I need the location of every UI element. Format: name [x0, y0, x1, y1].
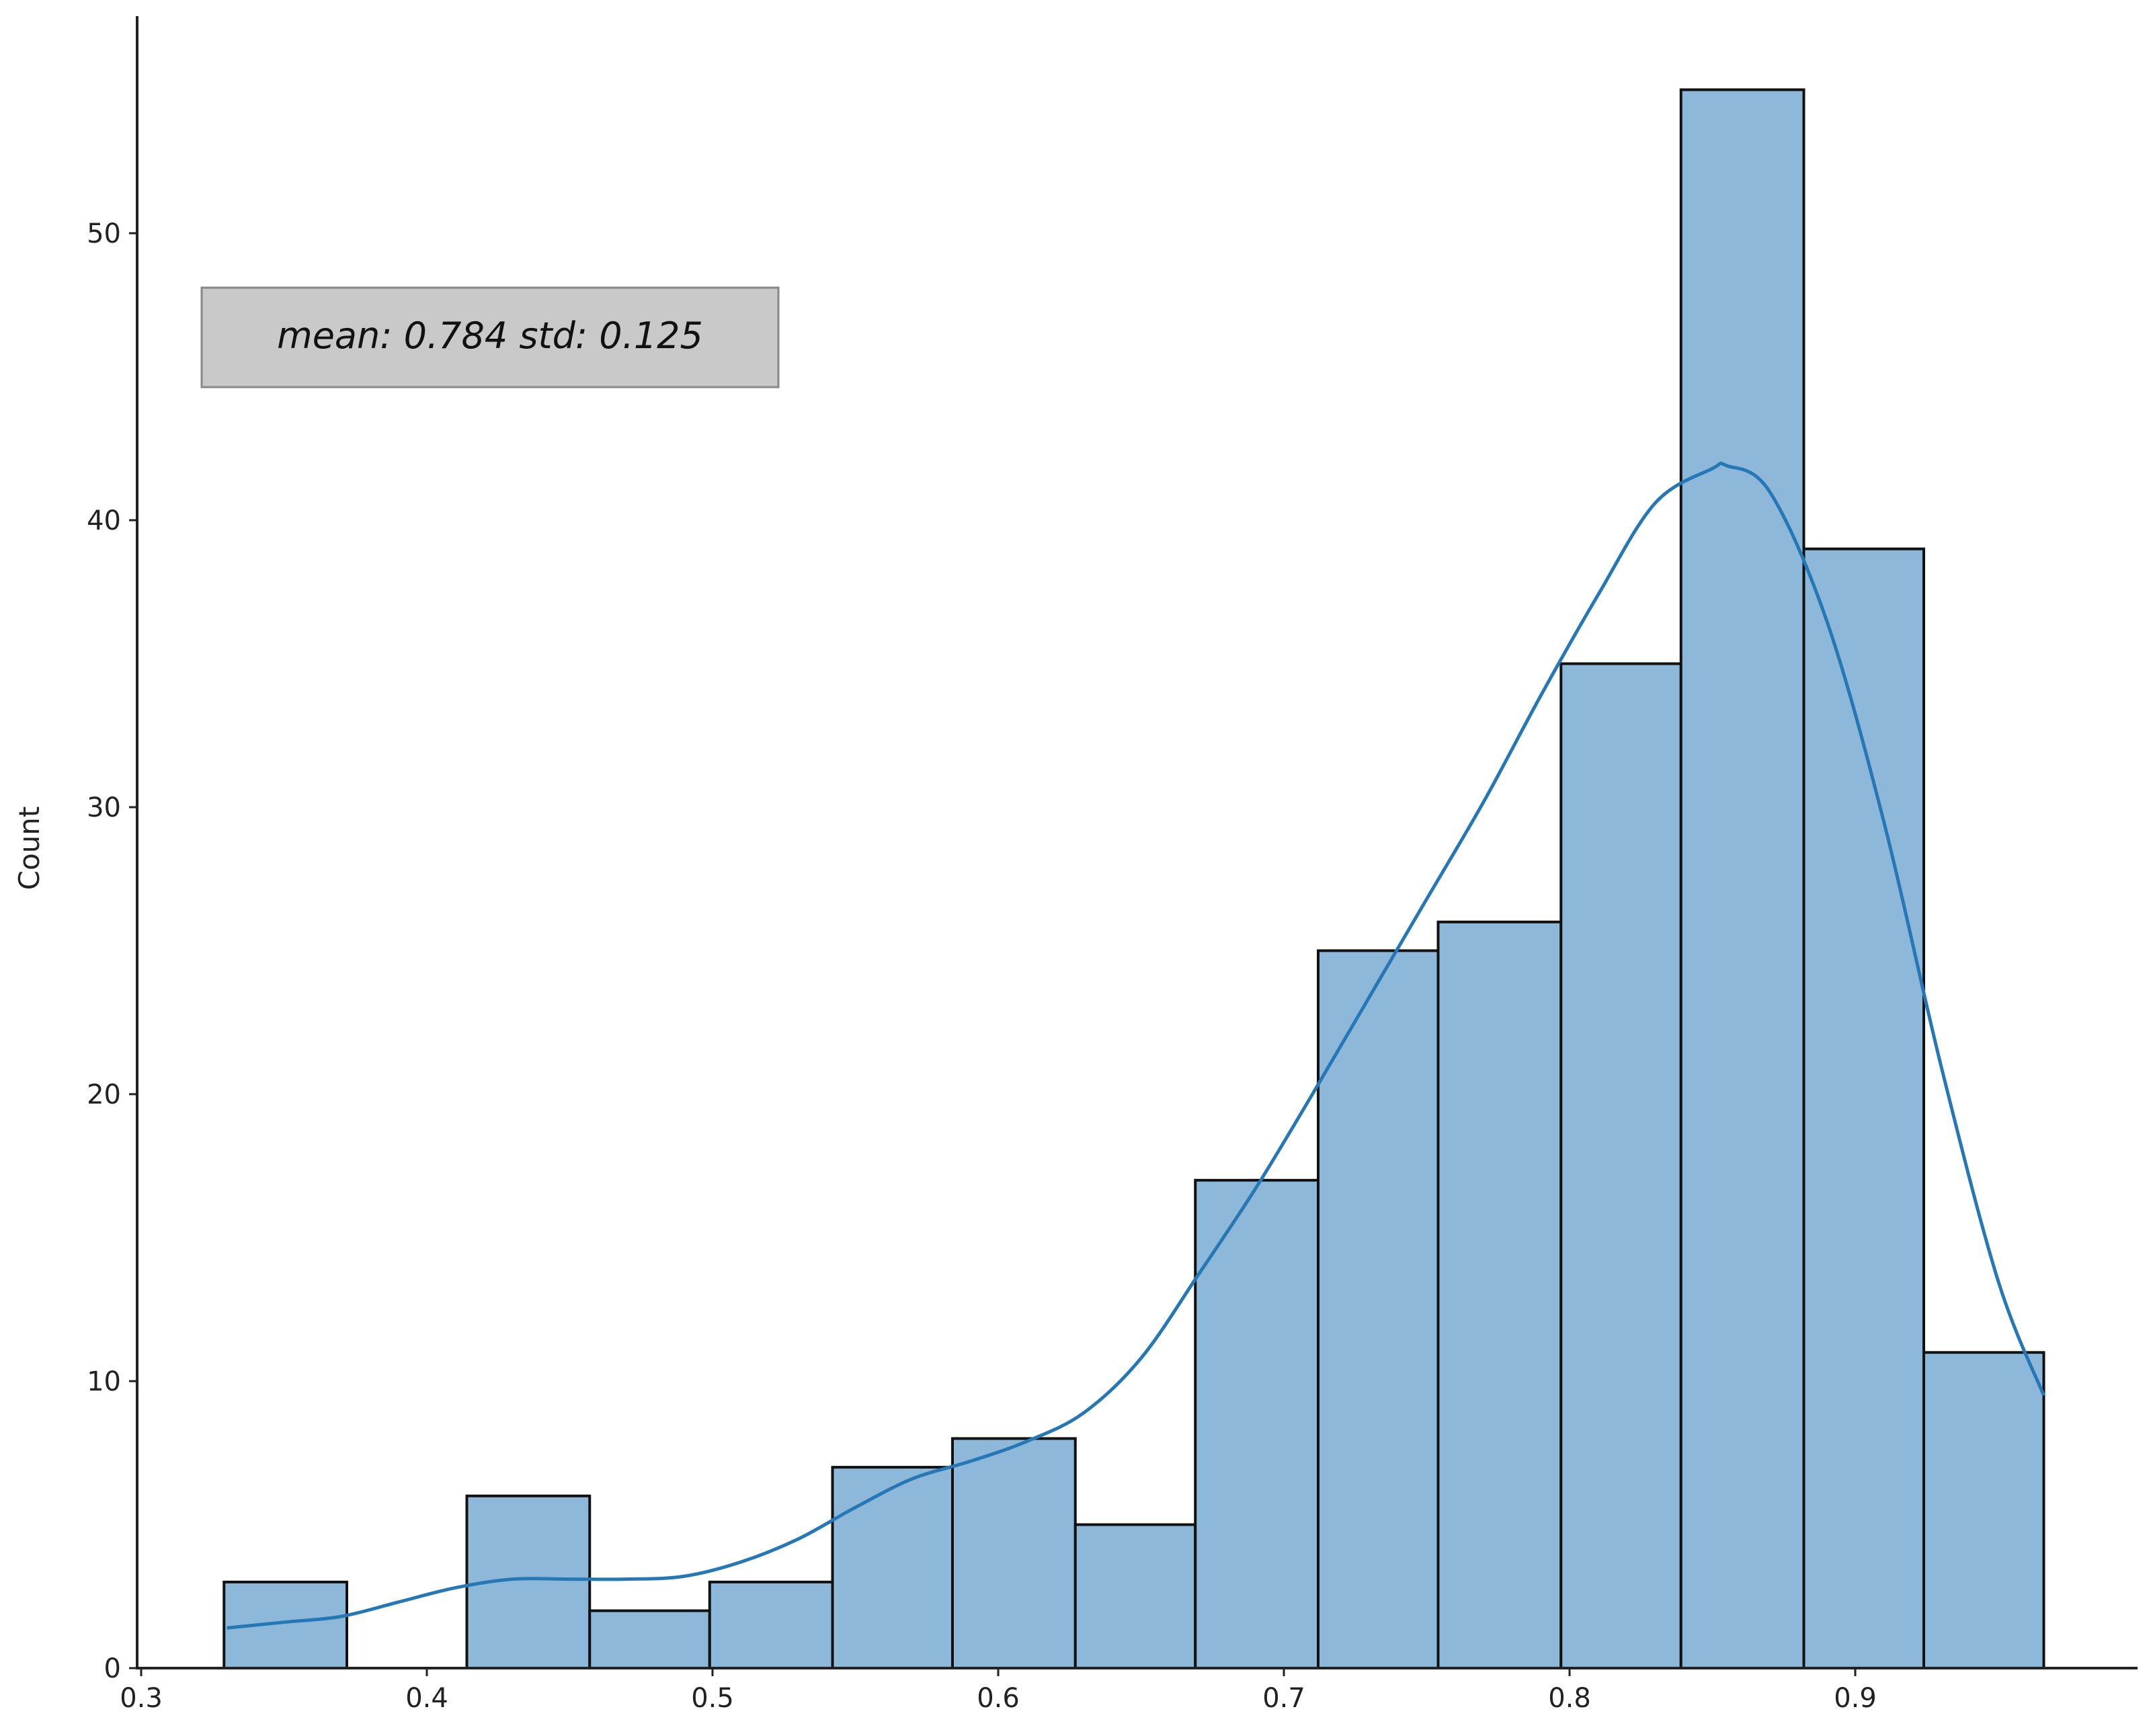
y-tick-label: 20 — [87, 1079, 121, 1110]
y-tick-label: 30 — [87, 792, 121, 823]
y-tick-label: 0 — [104, 1653, 121, 1684]
histogram-bar — [1194, 1179, 1320, 1669]
histogram-bar — [1802, 547, 1925, 1670]
x-tick-label: 0.7 — [1262, 1683, 1305, 1714]
x-tick-label: 0.6 — [977, 1683, 1020, 1714]
x-tick-label: 0.3 — [120, 1683, 163, 1714]
stats-annotation-text: mean: 0.784 std: 0.125 — [277, 315, 703, 357]
histogram-bars — [222, 88, 2045, 1670]
histogram-bar — [951, 1437, 1077, 1669]
stats-annotation-box — [200, 286, 780, 388]
y-axis-title: Count — [13, 807, 46, 891]
histogram-bar — [1559, 662, 1682, 1669]
x-tick-label: 0.8 — [1548, 1683, 1591, 1714]
x-axis-ticks: 0.3 0.4 0.5 0.6 0.7 0.8 0.9 — [120, 1668, 1877, 1714]
x-tick-label: 0.5 — [691, 1683, 734, 1714]
y-tick-label: 10 — [87, 1366, 121, 1397]
histogram-bar — [708, 1580, 834, 1669]
kde-curve — [227, 461, 2045, 1630]
histogram-bar — [1073, 1523, 1197, 1669]
histogram-bar — [588, 1609, 711, 1670]
histogram-bar — [1317, 949, 1440, 1669]
histogram-bar — [1922, 1351, 2045, 1670]
stats-annotation: mean: 0.784 std: 0.125 — [200, 286, 780, 388]
y-tick-label: 50 — [87, 218, 121, 249]
y-axis-ticks: 0 10 20 30 40 50 — [87, 218, 137, 1684]
histogram-bar — [831, 1466, 954, 1670]
histogram-bar — [1679, 88, 1805, 1669]
y-tick-label: 40 — [87, 505, 121, 536]
x-tick-label: 0.4 — [405, 1683, 448, 1714]
histogram-bar — [1436, 920, 1563, 1669]
x-tick-label: 0.9 — [1834, 1683, 1877, 1714]
